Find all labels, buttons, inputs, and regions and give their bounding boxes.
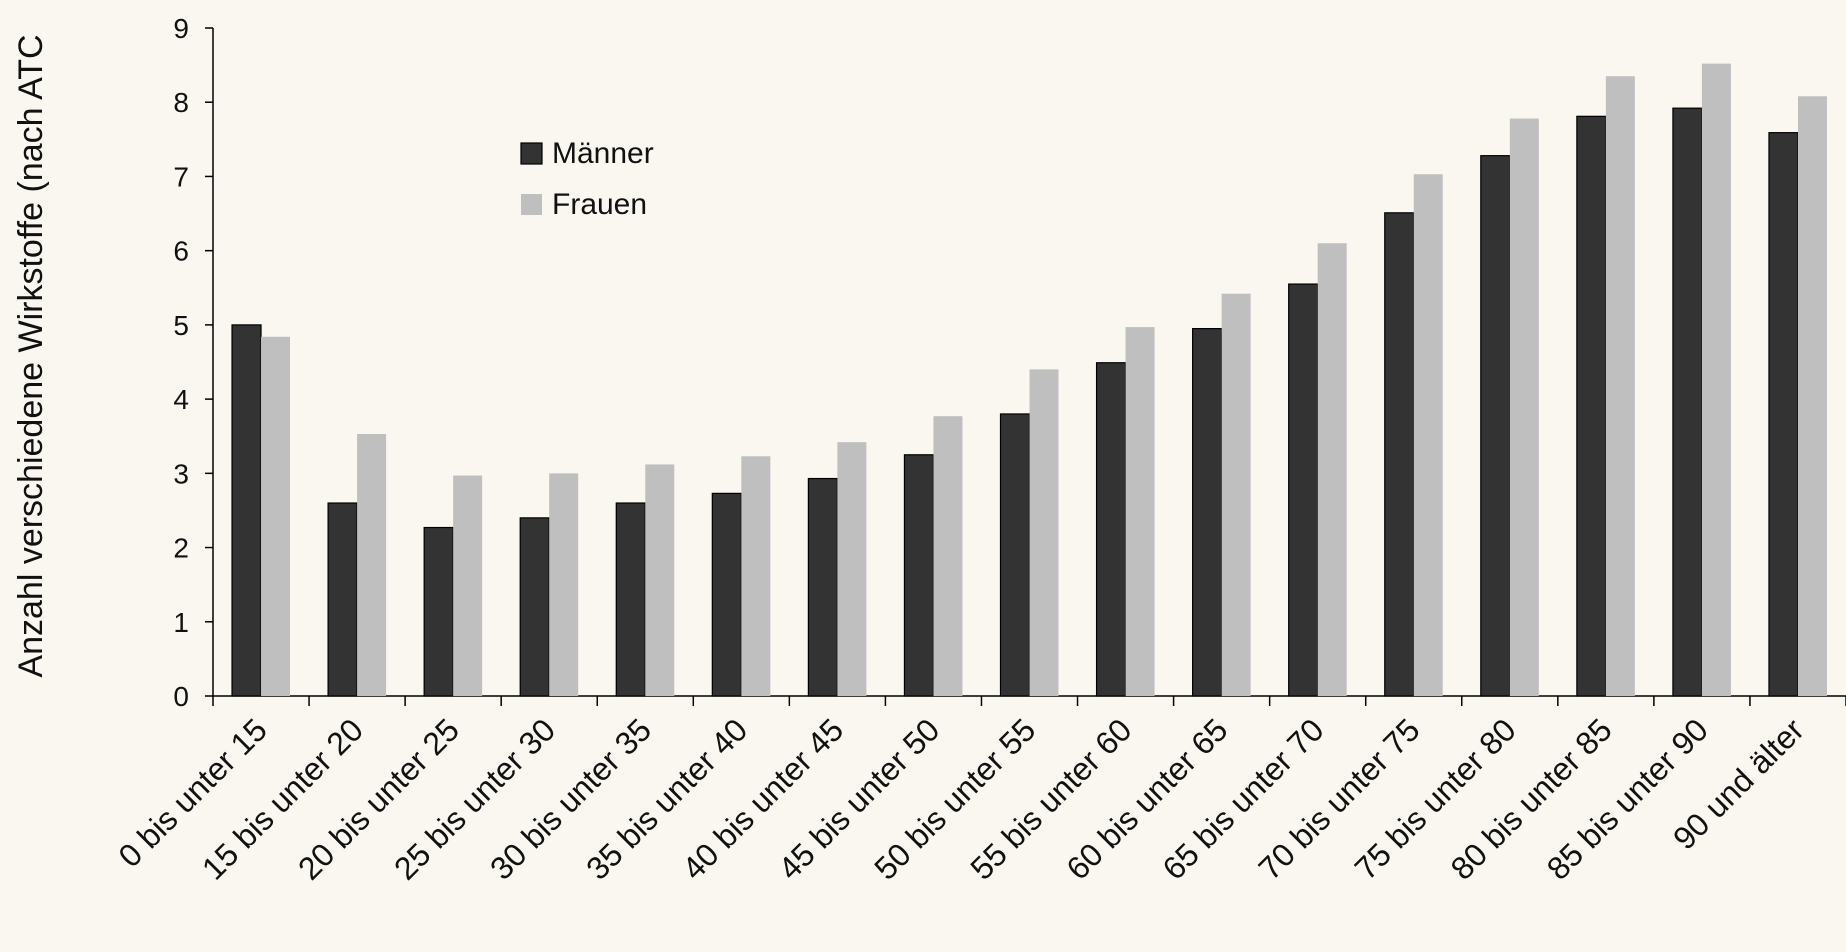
bar-frauen-14 [1605,76,1635,696]
y-tick-label: 1 [173,607,189,638]
bar-maenner-8 [999,413,1031,697]
y-tick-label: 3 [173,458,189,489]
bar-frauen-16 [1797,96,1827,697]
y-tick-label: 4 [173,384,189,415]
bar-maenner-11 [1288,283,1319,697]
bar-frauen-15 [1701,63,1731,697]
legend-swatch-maenner [520,142,543,165]
bar-maenner-3 [519,517,550,697]
bar-maenner-2 [423,526,454,697]
bar-frauen-6 [837,442,867,696]
y-tick-label: 9 [173,13,189,44]
legend-swatch-frauen [521,194,542,215]
bar-maenner-12 [1384,212,1415,697]
bar-frauen-4 [645,464,675,696]
legend-label-maenner: Männer [552,137,654,170]
bar-frauen-11 [1317,243,1347,696]
bar-frauen-2 [453,475,483,696]
bar-frauen-12 [1413,174,1443,696]
bar-maenner-5 [711,492,742,697]
bar-maenner-0 [231,324,262,697]
bar-maenner-1 [327,502,358,697]
y-axis-label: Anzahl verschiedene Wirkstoffe (nach ATC [12,34,50,677]
bar-frauen-5 [741,456,771,696]
y-tick-label: 8 [173,87,189,118]
bar-frauen-8 [1029,369,1059,696]
bar-maenner-16 [1768,132,1799,697]
y-tick-label: 5 [173,310,189,341]
y-tick-label: 7 [173,161,189,192]
bar-frauen-0 [261,336,291,696]
bar-maenner-10 [1192,328,1223,697]
bar-frauen-3 [549,473,579,696]
bar-frauen-7 [933,416,963,696]
bar-frauen-1 [357,433,387,696]
bar-frauen-9 [1125,327,1155,696]
bar-maenner-13 [1480,155,1511,697]
bar-maenner-9 [1095,362,1127,697]
y-tick-label: 6 [173,236,189,267]
bar-maenner-7 [903,454,935,697]
y-tick-label: 2 [173,533,189,564]
bar-maenner-4 [615,502,646,697]
bar-frauen-13 [1509,118,1539,697]
bar-maenner-15 [1672,107,1703,697]
y-tick-labels: 0 1 2 3 4 5 6 7 8 9 [173,13,189,712]
bars [231,63,1827,697]
y-tick-label: 0 [173,681,189,712]
bar-frauen-10 [1221,293,1251,696]
legend: Männer Frauen [520,137,654,221]
bar-maenner-6 [807,477,838,697]
legend-label-frauen: Frauen [552,188,647,221]
bar-maenner-14 [1576,115,1607,697]
